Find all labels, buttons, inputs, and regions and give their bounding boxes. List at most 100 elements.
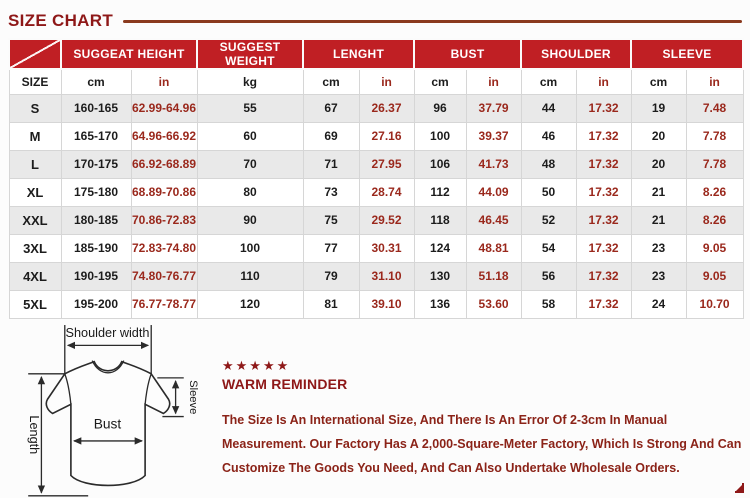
table-cell: 17.32 bbox=[575, 121, 632, 151]
group-header: SUGGEAT HEIGHT bbox=[59, 38, 199, 70]
table-cell: 68.89-70.86 bbox=[130, 177, 198, 207]
table-cell: 19 bbox=[630, 93, 687, 123]
table-cell: 106 bbox=[413, 149, 467, 179]
table-cell: 27.16 bbox=[358, 121, 415, 151]
table-cell: 58 bbox=[520, 289, 577, 319]
table-cell: 118 bbox=[413, 205, 467, 235]
table-row: XL 175-180 68.89-70.86 80 73 28.74 112 44.09 50 1… bbox=[8, 177, 744, 207]
table-cell: 30.31 bbox=[358, 233, 415, 263]
table-cell: 53.60 bbox=[465, 289, 522, 319]
title-rule bbox=[123, 19, 742, 23]
size-label: XXL bbox=[8, 205, 62, 235]
table-cell: 44.09 bbox=[465, 177, 522, 207]
group-header: BUST bbox=[413, 38, 523, 70]
title-bar: SIZE CHART bbox=[0, 0, 750, 35]
table-cell: 70.86-72.83 bbox=[130, 205, 198, 235]
table-cell: 17.32 bbox=[575, 93, 632, 123]
table-cell: 50 bbox=[520, 177, 577, 207]
table-cell: 17.32 bbox=[575, 233, 632, 263]
bottom-section: Shoulder width Length Bust Sleeve bbox=[8, 323, 742, 498]
table-cell: 62.99-64.96 bbox=[130, 93, 198, 123]
table-cell: 28.74 bbox=[358, 177, 415, 207]
table-cell: 17.32 bbox=[575, 177, 632, 207]
table-cell: 41.73 bbox=[465, 149, 522, 179]
length-label: Length bbox=[27, 415, 41, 454]
table-cell: 190-195 bbox=[60, 261, 132, 291]
table-cell: 66.92-68.89 bbox=[130, 149, 198, 179]
table-cell: 24 bbox=[630, 289, 687, 319]
table-cell: 7.78 bbox=[685, 121, 744, 151]
group-header: LENGHT bbox=[302, 38, 416, 70]
table-cell: 80 bbox=[196, 177, 304, 207]
table-cell: 20 bbox=[630, 121, 687, 151]
table-cell: 75 bbox=[302, 205, 360, 235]
table-cell: 120 bbox=[196, 289, 304, 319]
group-header: SUGGEST WEIGHT bbox=[196, 38, 305, 70]
table-cell: 52 bbox=[520, 205, 577, 235]
table-cell: 195-200 bbox=[60, 289, 132, 319]
table-cell: 170-175 bbox=[60, 149, 132, 179]
table-row: L 170-175 66.92-68.89 70 71 27.95 106 41.73 48 17… bbox=[8, 149, 744, 179]
tshirt-measurement-diagram: Shoulder width Length Bust Sleeve bbox=[8, 323, 208, 498]
table-cell: 165-170 bbox=[60, 121, 132, 151]
table-row: M 165-170 64.96-66.92 60 69 27.16 100 39.37 46 17… bbox=[8, 121, 744, 151]
table-cell: 64.96-66.92 bbox=[130, 121, 198, 151]
table-cell: 29.52 bbox=[358, 205, 415, 235]
table-cell: 26.37 bbox=[358, 93, 415, 123]
table-cell: 185-190 bbox=[60, 233, 132, 263]
warm-reminder-block: ★★★★★ WARM REMINDER The Size Is An Inter… bbox=[222, 323, 742, 481]
table-cell: 76.77-78.77 bbox=[130, 289, 198, 319]
table-cell: 90 bbox=[196, 205, 304, 235]
table-row: 5XL 195-200 76.77-78.77 120 81 39.10 136 53.60 5… bbox=[8, 289, 744, 319]
table-cell: 81 bbox=[302, 289, 360, 319]
table-cell: 72.83-74.80 bbox=[130, 233, 198, 263]
table-cell: 44 bbox=[520, 93, 577, 123]
table-cell: 112 bbox=[413, 177, 467, 207]
size-label: M bbox=[8, 121, 62, 151]
table-cell: 74.80-76.77 bbox=[130, 261, 198, 291]
size-label: 3XL bbox=[8, 233, 62, 263]
table-cell: 71 bbox=[302, 149, 360, 179]
table-cell: 23 bbox=[630, 261, 687, 291]
table-cell: 39.37 bbox=[465, 121, 522, 151]
unit-header: SIZE bbox=[8, 68, 62, 95]
table-cell: 7.48 bbox=[685, 93, 744, 123]
table-cell: 27.95 bbox=[358, 149, 415, 179]
size-label: XL bbox=[8, 177, 62, 207]
collar-line bbox=[91, 359, 125, 373]
size-label: 4XL bbox=[8, 261, 62, 291]
table-cell: 46 bbox=[520, 121, 577, 151]
table-row: XXL 180-185 70.86-72.83 90 75 29.52 118 46.45 52… bbox=[8, 205, 744, 235]
table-cell: 55 bbox=[196, 93, 304, 123]
size-table: SUGGEAT HEIGHT SUGGEST WEIGHT LENGHT BUST SH… bbox=[8, 38, 745, 319]
table-cell: 180-185 bbox=[60, 205, 132, 235]
unit-header: in bbox=[685, 68, 744, 95]
table-cell: 48.81 bbox=[465, 233, 522, 263]
table-cell: 10.70 bbox=[685, 289, 744, 319]
table-cell: 96 bbox=[413, 93, 467, 123]
table-cell: 124 bbox=[413, 233, 467, 263]
unit-header: cm bbox=[413, 68, 467, 95]
table-cell: 77 bbox=[302, 233, 360, 263]
table-cell: 60 bbox=[196, 121, 304, 151]
table-cell: 70 bbox=[196, 149, 304, 179]
unit-header: in bbox=[465, 68, 522, 95]
size-label: S bbox=[8, 93, 62, 123]
table-cell: 160-165 bbox=[60, 93, 132, 123]
table-cell: 110 bbox=[196, 261, 304, 291]
unit-header: cm bbox=[630, 68, 687, 95]
corner-header-cell bbox=[8, 38, 62, 70]
size-label: L bbox=[8, 149, 62, 179]
left-seam bbox=[64, 373, 72, 404]
table-cell: 37.79 bbox=[465, 93, 522, 123]
table-row: 4XL 190-195 74.80-76.77 110 79 31.10 130 51.18 5… bbox=[8, 261, 744, 291]
sleeve-label: Sleeve bbox=[187, 380, 199, 414]
unit-header: cm bbox=[60, 68, 132, 95]
table-cell: 100 bbox=[413, 121, 467, 151]
right-seam bbox=[144, 373, 152, 404]
page-title: SIZE CHART bbox=[8, 11, 113, 30]
unit-header: cm bbox=[302, 68, 360, 95]
table-cell: 136 bbox=[413, 289, 467, 319]
table-cell: 56 bbox=[520, 261, 577, 291]
